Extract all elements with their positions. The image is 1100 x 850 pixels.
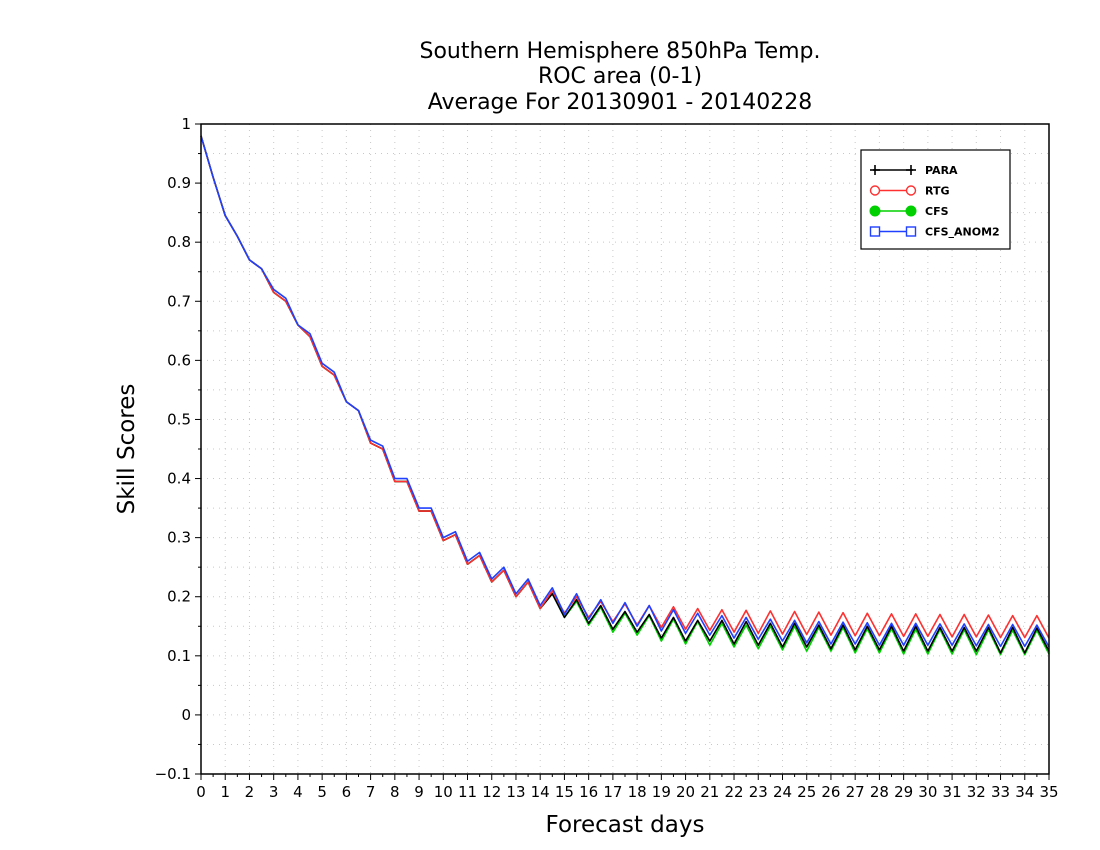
- y-tick-label: 0.1: [167, 647, 191, 665]
- x-axis-label: Forecast days: [546, 812, 705, 838]
- x-tick-label: 1: [220, 783, 230, 801]
- legend: PARA RTG CFS CFS_ANOM2: [860, 149, 1011, 250]
- y-tick-label: 0.4: [167, 470, 191, 488]
- y-tick-label: 0.7: [167, 292, 191, 310]
- legend-label: PARA: [925, 164, 958, 177]
- y-axis-label: Skill Scores: [114, 384, 140, 515]
- title-line-1: Southern Hemisphere 850hPa Temp.: [420, 39, 821, 64]
- x-tick-label: 22: [724, 783, 743, 801]
- x-tick-label: 13: [506, 783, 525, 801]
- y-tick-label: 0.6: [167, 351, 191, 369]
- legend-box: [860, 149, 1011, 250]
- x-tick-label: 20: [676, 783, 695, 801]
- x-tick-label: 18: [628, 783, 647, 801]
- x-tick-label: 2: [245, 783, 255, 801]
- title-line-2: ROC area (0-1): [538, 64, 702, 89]
- legend-item-para: PARA: [870, 164, 958, 177]
- title-line-3: Average For 20130901 - 20140228: [428, 90, 813, 115]
- open-square-marker-icon: [905, 226, 917, 237]
- x-tick-label: 29: [894, 783, 913, 801]
- y-tick-label: 0.3: [167, 529, 191, 547]
- x-tick-label: 27: [846, 783, 865, 801]
- filled-circle-marker-icon: [905, 205, 917, 217]
- series-line-cfs-anom2: [200, 135, 1050, 648]
- y-tick-label: −0.1: [155, 765, 191, 783]
- series-lines: [200, 135, 1050, 656]
- x-tick-label: 14: [531, 783, 550, 801]
- legend-item-cfs-anom2: CFS_ANOM2: [869, 226, 1000, 239]
- x-tick-label: 10: [434, 783, 453, 801]
- x-tick-label: 25: [797, 783, 816, 801]
- x-tick-label: 8: [390, 783, 400, 801]
- x-tick-label: 16: [579, 783, 598, 801]
- x-tick-label: 28: [870, 783, 889, 801]
- x-tick-label: 7: [366, 783, 376, 801]
- x-tick-label: 9: [414, 783, 424, 801]
- y-tick-label: 0.2: [167, 588, 191, 606]
- x-axis: 0 1 2 3 4 5 6 7 8 9 10 11 12 13 14 15 16 17 18 19 20 21 22 23 24…: [196, 774, 1059, 801]
- x-tick-label: 31: [943, 783, 962, 801]
- legend-item-cfs: CFS: [869, 205, 949, 218]
- y-tick-label: 0.9: [167, 174, 191, 192]
- open-circle-marker-icon: [869, 185, 881, 196]
- x-tick-label: 33: [991, 783, 1010, 801]
- legend-label: RTG: [925, 185, 950, 198]
- x-tick-label: 35: [1039, 783, 1058, 801]
- x-tick-label: 24: [773, 783, 792, 801]
- x-tick-label: 15: [555, 783, 574, 801]
- grid: [201, 124, 1049, 774]
- x-tick-label: 6: [342, 783, 352, 801]
- x-tick-label: 30: [918, 783, 937, 801]
- legend-item-rtg: RTG: [869, 185, 950, 198]
- y-tick-label: 0: [181, 706, 191, 724]
- open-circle-marker-icon: [905, 185, 917, 196]
- y-tick-label: 0.5: [167, 410, 191, 428]
- chart-title: Southern Hemisphere 850hPa Temp. ROC are…: [420, 39, 821, 115]
- x-tick-label: 23: [749, 783, 768, 801]
- x-tick-label: 12: [482, 783, 501, 801]
- open-square-marker-icon: [869, 226, 881, 237]
- x-tick-label: 5: [317, 783, 327, 801]
- x-tick-label: 26: [821, 783, 840, 801]
- x-tick-label: 17: [603, 783, 622, 801]
- x-tick-label: 32: [967, 783, 986, 801]
- x-tick-label: 11: [458, 783, 477, 801]
- x-tick-label: 19: [652, 783, 671, 801]
- x-tick-label: 0: [196, 783, 206, 801]
- filled-circle-marker-icon: [869, 205, 881, 217]
- x-tick-label: 34: [1015, 783, 1034, 801]
- y-tick-label: 0.8: [167, 233, 191, 251]
- legend-label: CFS_ANOM2: [925, 226, 1000, 239]
- legend-label: CFS: [925, 205, 949, 218]
- x-tick-label: 3: [269, 783, 279, 801]
- x-tick-label: 4: [293, 783, 303, 801]
- y-tick-label: 1: [181, 115, 191, 133]
- y-axis: 1 0.9 0.8 0.7 0.6 0.5 0.4 0.3 0.2 0.1 0 −0.1: [155, 115, 201, 783]
- x-tick-label: 21: [700, 783, 719, 801]
